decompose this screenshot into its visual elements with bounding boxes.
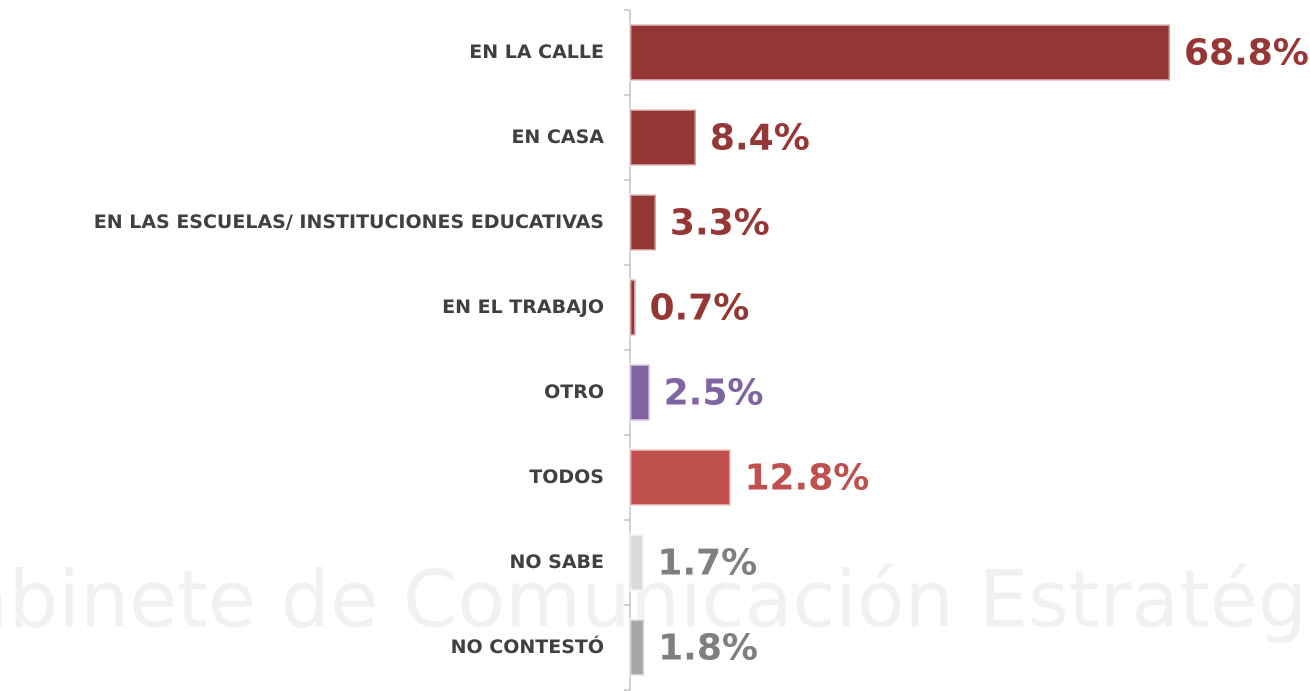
value-label: 3.3%	[670, 203, 770, 244]
value-label: 0.7%	[649, 288, 749, 329]
category-label: EN EL TRABAJO	[442, 296, 604, 318]
value-label: 1.7%	[657, 543, 757, 584]
category-label: EN LA CALLE	[469, 41, 604, 63]
watermark: Gabinete de Comunicación Estratégica	[0, 555, 1310, 645]
bar	[628, 193, 658, 252]
bar	[628, 278, 637, 337]
category-label: OTRO	[544, 381, 604, 403]
bar	[628, 363, 652, 422]
bar	[628, 23, 1172, 82]
category-label: EN LAS ESCUELAS/ INSTITUCIONES EDUCATIVA…	[94, 211, 604, 233]
value-label: 12.8%	[744, 458, 869, 499]
value-label: 1.8%	[658, 628, 758, 669]
bar	[628, 108, 698, 167]
value-label: 8.4%	[710, 118, 810, 159]
value-label: 68.8%	[1184, 33, 1309, 74]
category-label: TODOS	[529, 466, 604, 488]
category-label: NO SABE	[509, 551, 604, 573]
bar	[628, 618, 646, 677]
category-label: NO CONTESTÓ	[451, 634, 604, 658]
value-label: 2.5%	[664, 373, 764, 414]
bar	[628, 533, 645, 592]
category-label: EN CASA	[511, 126, 604, 148]
bar	[628, 448, 732, 507]
